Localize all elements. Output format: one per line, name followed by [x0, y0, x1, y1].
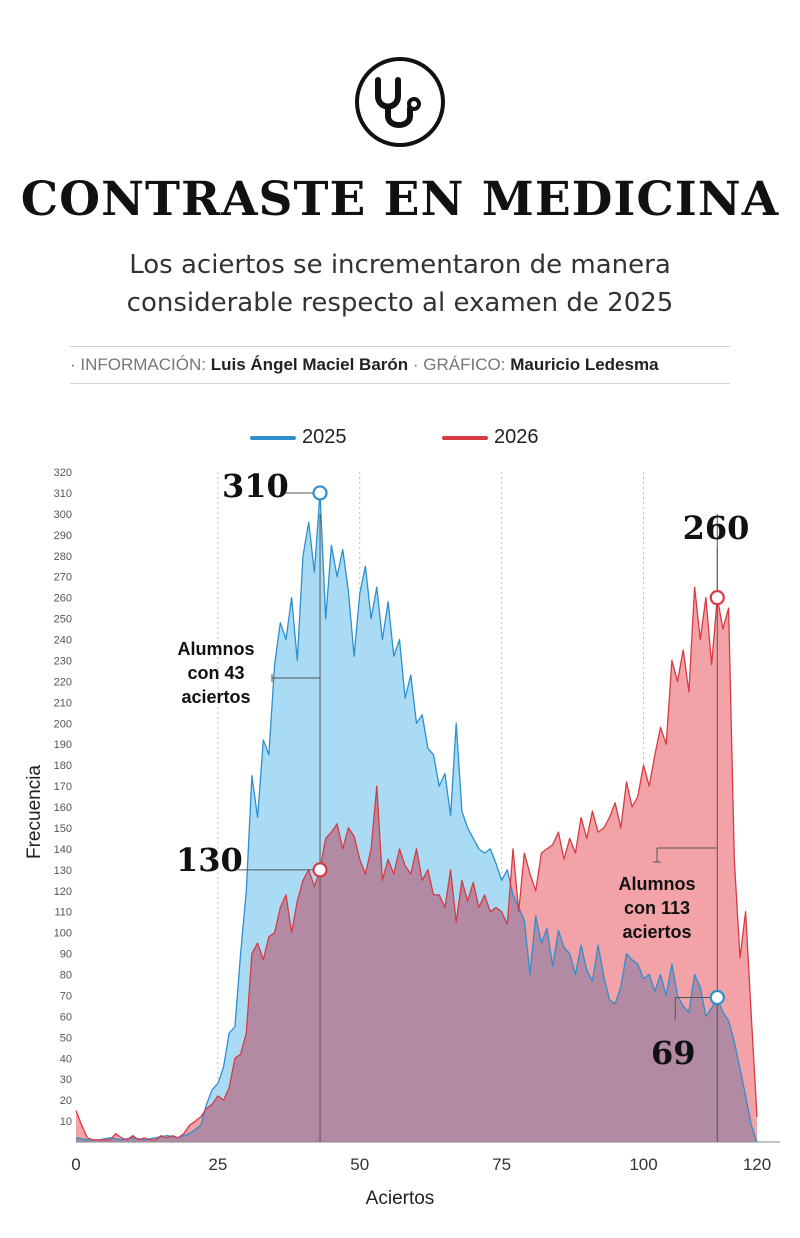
y-tick-label: 270 — [54, 572, 72, 584]
y-tick-label: 260 — [54, 593, 72, 605]
y-tick-label: 80 — [60, 970, 72, 982]
note-text-x43: Alumnos — [177, 639, 254, 659]
y-tick-label: 180 — [54, 760, 72, 772]
annotation-value-130: 130 — [176, 841, 243, 879]
y-tick-label: 280 — [54, 551, 72, 563]
subtitle-line-2: considerable respecto al examen de 2025 — [126, 288, 674, 318]
annotation-value-260: 260 — [683, 509, 750, 547]
y-tick-label: 300 — [54, 509, 72, 521]
annotation-marker-69 — [709, 989, 725, 1006]
chart-title: CONTRASTE EN MEDICINA — [20, 172, 780, 227]
y-tick-label: 160 — [54, 802, 72, 814]
y-tick-label: 220 — [54, 676, 72, 688]
y-tick-label: 60 — [60, 1011, 72, 1023]
x-tick-label: 75 — [492, 1155, 511, 1174]
info-name: Luis Ángel Maciel Barón — [210, 355, 409, 374]
y-tick-label: 130 — [54, 865, 72, 877]
y-tick-label: 230 — [54, 655, 72, 667]
y-tick-label: 120 — [54, 886, 72, 898]
annotation-value-310: 310 — [222, 467, 289, 505]
legend-label-2026: 2026 — [494, 426, 539, 448]
y-tick-label: 140 — [54, 844, 72, 856]
annotation-marker-260 — [709, 590, 725, 606]
y-tick-label: 70 — [60, 990, 72, 1002]
x-tick-label: 50 — [350, 1155, 369, 1174]
line-2026 — [75, 586, 758, 1141]
line-2025 — [75, 492, 758, 1143]
note-text-x43: con 43 — [187, 663, 244, 683]
callout-line-69 — [674, 997, 711, 1020]
y-tick-label: 20 — [60, 1095, 72, 1107]
note-text-x113: aciertos — [622, 922, 691, 942]
y-tick-label: 150 — [54, 823, 72, 835]
y-tick-label: 40 — [60, 1053, 72, 1065]
legend-item-2026: 2026 — [442, 424, 539, 450]
y-tick-label: 170 — [54, 781, 72, 793]
x-axis-label: Aciertos — [366, 1188, 435, 1209]
annotation-marker-310 — [312, 485, 328, 501]
y-tick-label: 10 — [60, 1116, 72, 1128]
y-axis-label: Frecuencia — [24, 765, 45, 859]
y-tick-label: 310 — [54, 488, 72, 500]
legend-item-2025: 2025 — [250, 424, 347, 450]
legend-label-2025: 2025 — [302, 426, 347, 448]
x-tick-label: 0 — [71, 1155, 80, 1174]
annotation-marker-130 — [312, 862, 328, 878]
x-tick-label: 120 — [743, 1155, 771, 1174]
credits-bar: · INFORMACIÓN: Luis Ángel Maciel Barón ·… — [70, 346, 730, 384]
y-tick-label: 290 — [54, 530, 72, 542]
annotation-value-69: 69 — [651, 1034, 696, 1072]
graphic-name: Mauricio Ledesma — [510, 355, 659, 374]
y-tick-label: 110 — [54, 907, 72, 919]
note-text-x113: con 113 — [624, 898, 690, 918]
y-tick-label: 240 — [54, 635, 72, 647]
y-tick-label: 210 — [54, 697, 72, 709]
subtitle-line-1: Los aciertos se incrementaron de manera — [129, 250, 671, 280]
y-tick-label: 200 — [54, 718, 72, 730]
y-tick-label: 50 — [60, 1032, 72, 1044]
y-tick-label: 190 — [54, 739, 72, 751]
note-text-x113: Alumnos — [618, 874, 695, 894]
y-tick-label: 320 — [54, 467, 72, 479]
chart-subtitle: Los aciertos se incrementaron de manera … — [0, 246, 800, 322]
x-tick-label: 100 — [629, 1155, 657, 1174]
y-tick-label: 100 — [54, 928, 72, 940]
y-tick-label: 90 — [60, 949, 72, 961]
stethoscope-icon — [355, 57, 445, 147]
graphic-label: · GRÁFICO: — [412, 355, 506, 374]
y-tick-label: 250 — [54, 614, 72, 626]
y-tick-label: 30 — [60, 1074, 72, 1086]
legend-swatch-2025 — [250, 435, 296, 440]
x-tick-label: 25 — [208, 1155, 227, 1174]
info-label: · INFORMACIÓN: — [70, 355, 206, 374]
note-text-x43: aciertos — [181, 687, 250, 707]
legend-swatch-2026 — [442, 435, 488, 440]
